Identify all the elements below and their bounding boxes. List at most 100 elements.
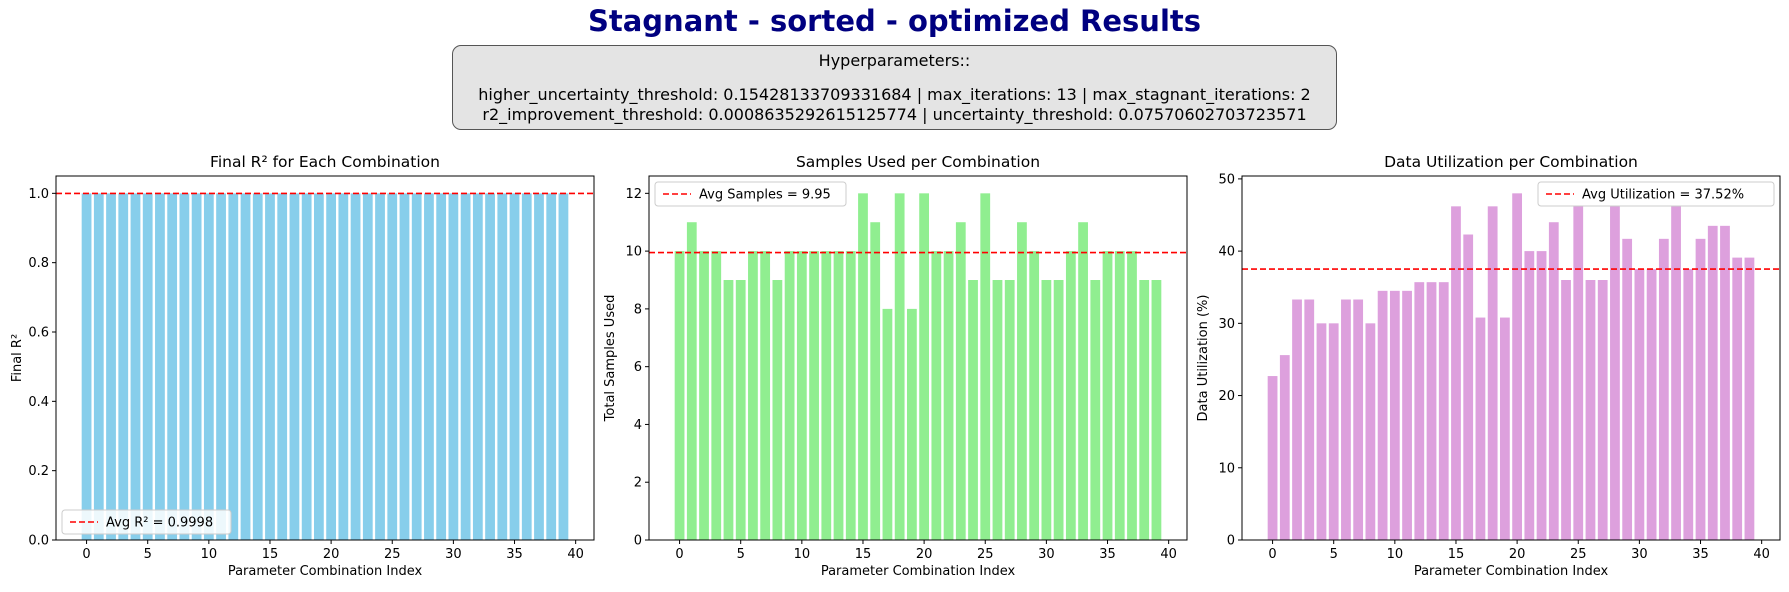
hyperparameters-line-1: higher_uncertainty_threshold: 0.15428133… [478,85,1311,104]
r2-y-tick-label: 0.6 [28,326,49,341]
util-y-tick-label: 50 [1218,172,1235,187]
util-x-tick-label: 0 [1268,547,1276,562]
util-bar [1671,206,1681,541]
util-bar [1475,317,1486,540]
r2-bar [301,193,312,541]
r2-bar [216,193,226,541]
r2-bar [362,193,373,541]
samples-x-axis-label: Parameter Combination Index [821,564,1016,579]
samples-bar [674,251,685,540]
samples-bar [760,251,771,540]
samples-bar [686,222,697,540]
r2-bar [277,193,288,541]
samples-y-tick-label: 8 [634,302,642,317]
r2-bar [387,193,398,541]
samples-y-tick-label: 6 [634,360,642,375]
samples-bar [1102,251,1113,540]
r2-bar [203,193,214,541]
samples-y-tick-label: 0 [634,534,642,549]
util-bar [1328,323,1339,540]
samples-bar [1127,251,1137,540]
r2-bar [424,193,434,541]
util-bar [1683,269,1694,540]
r2-chart-title: Final R² for Each Combination [210,153,440,171]
samples-bar [1053,280,1064,540]
r2-bar [558,193,569,541]
samples-x-tick-label: 20 [916,547,933,562]
samples-bar [833,251,844,540]
util-bar [1646,269,1657,540]
util-bar [1732,257,1743,540]
util-bar [1451,206,1461,541]
r2-x-tick-label: 35 [506,547,523,562]
util-bar [1438,282,1449,540]
r2-bar [338,193,349,541]
r2-bar [375,193,385,541]
samples-bar [772,280,783,540]
util-x-axis-label: Parameter Combination Index [1414,564,1609,579]
r2-y-axis-label: Final R² [10,334,25,382]
r2-y-tick-label: 0.2 [28,464,49,479]
util-bar [1634,269,1645,540]
samples-bar [1114,251,1125,540]
util-bar [1426,282,1437,540]
samples-bar [1029,251,1040,540]
samples-axes-frame [648,175,1188,541]
samples-bar [735,280,746,540]
samples-y-tick-label: 10 [625,245,642,260]
util-bar [1536,251,1547,540]
util-y-axis-label: Data Utilization (%) [1196,295,1211,422]
util-y-tick-label: 40 [1218,245,1235,260]
samples-bar [1041,280,1052,540]
samples-bar [858,193,868,541]
samples-y-tick-label: 2 [634,476,642,491]
main-title: Stagnant - sorted - optimized Results [587,4,1202,38]
samples-x-tick-label: 40 [1160,547,1177,562]
util-y-tick-label: 30 [1218,317,1235,332]
samples-bar [968,280,978,540]
samples-x-tick-label: 35 [1099,547,1116,562]
r2-y-tick-label: 0.0 [28,534,49,549]
util-bar [1744,257,1755,540]
samples-bar [821,251,832,540]
util-x-tick-label: 20 [1509,547,1526,562]
r2-bar [179,193,190,541]
samples-bar [1139,280,1150,540]
util-bar [1512,193,1523,541]
util-bar [1524,251,1535,540]
samples-y-tick-label: 4 [634,418,642,433]
r2-axes-frame [55,175,595,541]
r2-bar [534,193,544,541]
util-legend-box [1537,181,1775,207]
util-bar [1402,290,1412,540]
r2-bar [399,193,410,541]
r2-y-tick-label: 0.4 [28,395,49,410]
r2-bar [118,193,129,541]
hyperparameters-header: Hyperparameters:: [818,51,971,70]
util-bar [1622,238,1633,541]
r2-x-tick-label: 30 [445,547,462,562]
util-bar [1610,206,1620,541]
samples-bar [845,251,856,540]
hyperparameters-box: Hyperparameters:: higher_uncertainty_thr… [452,45,1337,130]
util-chart-title: Data Utilization per Combination [1384,153,1638,171]
samples-x-tick-label: 5 [737,547,745,562]
r2-bar [313,193,324,541]
r2-bar [497,193,508,541]
samples-bar [748,251,758,540]
samples-bar [1078,222,1088,540]
samples-bar [699,251,709,540]
r2-bar [521,193,532,541]
util-bar [1463,234,1474,540]
r2-y-tick-label: 1.0 [28,187,49,202]
util-x-tick-label: 35 [1692,547,1709,562]
util-bar [1304,299,1315,540]
samples-bar [894,193,905,541]
samples-bar [906,308,917,540]
r2-x-tick-label: 40 [567,547,584,562]
r2-bar [289,193,300,541]
r2-bar [228,193,239,541]
samples-bar [711,251,722,540]
r2-x-tick-label: 25 [384,547,401,562]
util-bar [1695,238,1706,541]
